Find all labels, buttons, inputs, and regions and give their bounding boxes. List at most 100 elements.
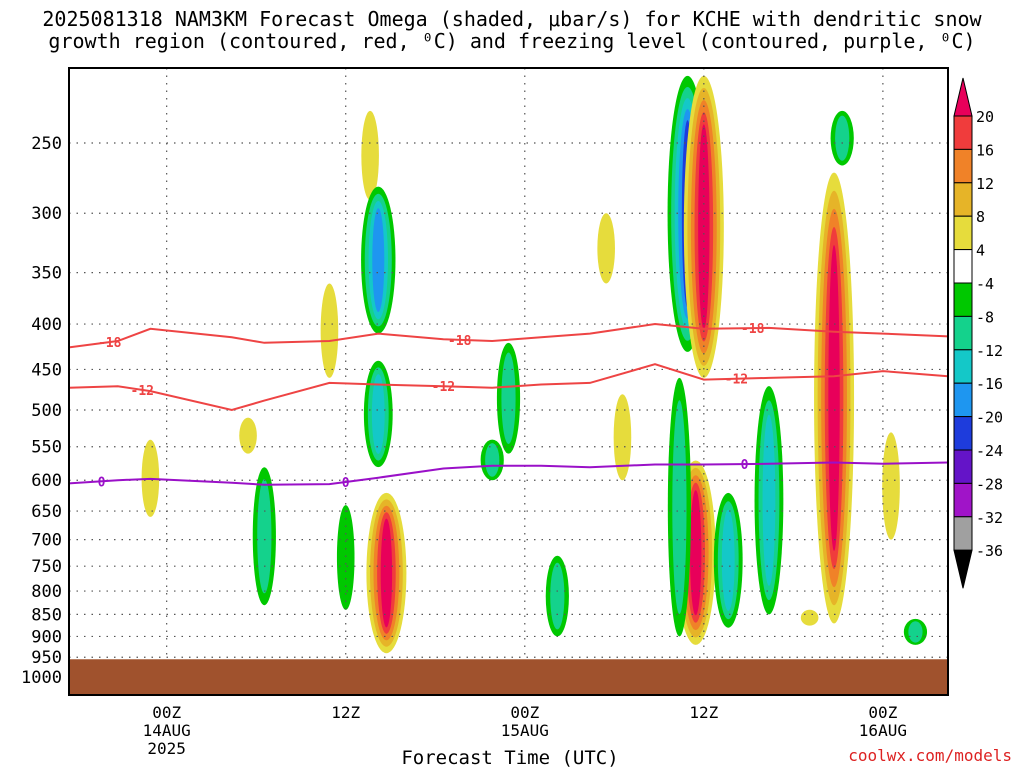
omega-feature [480,439,504,481]
colorbar-label: 8 [976,208,985,226]
contour-label: -18 [448,334,472,349]
omega-feature [252,467,276,606]
colorbar-bottom-arrow [953,549,973,589]
omega-shade-level [336,505,355,610]
omega-shade-level [380,518,393,628]
colorbar-cell [953,249,973,284]
x-tick-date: 15AUG [501,721,549,740]
contour-line [69,461,948,486]
omega-feature [882,432,900,540]
omega-shade-level [550,562,565,630]
omega-feature [830,110,854,166]
y-tick-label: 450 [31,360,62,380]
omega-feature [613,394,632,481]
omega-feature [667,377,692,637]
omega-shade-level [597,213,615,284]
omega-shade-level [257,479,272,594]
colorbar-label: -28 [976,475,1003,493]
contour-line [69,363,948,412]
x-tick-date: 14AUG [143,721,191,740]
x-axis-title: Forecast Time (UTC) [401,747,618,768]
y-tick-label: 1000 [21,668,62,688]
omega-shade-level [371,374,385,454]
omega-shade-level [828,245,840,551]
omega-shading [141,75,928,654]
colorbar-cell [953,449,973,484]
y-tick-label: 650 [31,502,62,522]
colorbar-label: -16 [976,375,1003,393]
contour-label: -12 [725,373,748,388]
y-tick-label: 350 [31,264,62,284]
omega-shade-level [320,283,339,378]
colorbar-top-arrow [953,77,973,117]
y-tick-label: 900 [31,627,62,647]
omega-shade-level [501,352,516,445]
omega-shade-level [239,417,257,454]
x-tick-label: 12Z [331,703,360,722]
omega-shade-level [835,115,850,161]
colorbar-cell [953,148,973,184]
colorbar-label: 16 [976,141,994,159]
colorbar-label: 4 [976,242,985,260]
x-tick-label: 00Z [510,703,539,722]
chart-title-line2: growth region (contoured, red, ⁰C) and f… [48,29,976,53]
y-tick-label: 550 [31,438,62,458]
x-tick-label: 00Z [868,703,897,722]
y-tick-label: 250 [31,134,62,154]
contour-label: 0 [98,475,106,490]
y-axis: 2503003504004505005506006507007508008509… [21,134,62,688]
plot-frame [68,67,949,696]
colorbar-cell [953,115,973,150]
temperature-contours: -18 -18 -18 -12 -12 -12 0 0 0 [69,322,948,491]
omega-feature [320,283,339,378]
omega-shade-level [882,432,900,540]
y-tick-label: 850 [31,605,62,625]
contour-label: -18 [98,336,122,351]
y-tick-label: 500 [31,401,62,421]
plot-area: -18 -18 -18 -12 -12 -12 0 0 0 [69,68,948,695]
x-tick-year: 2025 [147,739,186,758]
colorbar-label: -24 [976,442,1003,460]
credit-text: coolwx.com/models [848,746,1012,765]
y-tick-label: 800 [31,582,62,602]
omega-feature [545,555,569,637]
colorbar-label: -36 [976,542,1003,560]
omega-feature [713,492,743,628]
omega-feature [754,386,784,615]
colorbar-cell [953,315,973,351]
colorbar-cell [953,349,973,384]
colorbar-label: -8 [976,308,994,326]
omega-shade-level [361,110,379,201]
omega-shade-level [485,443,500,477]
contour-label: 0 [741,458,749,473]
x-tick-label: 12Z [689,703,718,722]
omega-feature [336,505,355,610]
colorbar-cell [953,382,973,418]
omega-feature [363,360,393,468]
colorbar-cell [953,516,973,551]
colorbar-label: -12 [976,342,1003,360]
colorbar-label: 20 [976,108,994,126]
omega-feature [366,492,407,654]
colorbar: 20 16 12 8 4 -4 -8 -12 -16 -20 -24 -28 -32 -36 [953,77,1003,589]
omega-feature [814,172,855,624]
omega-shade-level [762,414,776,586]
omega-feature [239,417,257,454]
contour-label: -12 [432,380,455,395]
colorbar-label: -20 [976,409,1003,427]
omega-shade-level [372,208,385,313]
omega-feature [361,110,379,201]
omega-shade-level [672,400,687,615]
contour-label: 0 [342,476,350,491]
colorbar-cell [953,215,973,251]
omega-feature [903,618,928,645]
y-tick-label: 400 [31,315,62,335]
y-tick-label: 750 [31,557,62,577]
x-tick-label: 00Z [152,703,181,722]
y-tick-label: 600 [31,471,62,491]
colorbar-cell [953,282,973,317]
contour-label: -18 [741,322,765,337]
omega-shade-level [613,394,632,481]
